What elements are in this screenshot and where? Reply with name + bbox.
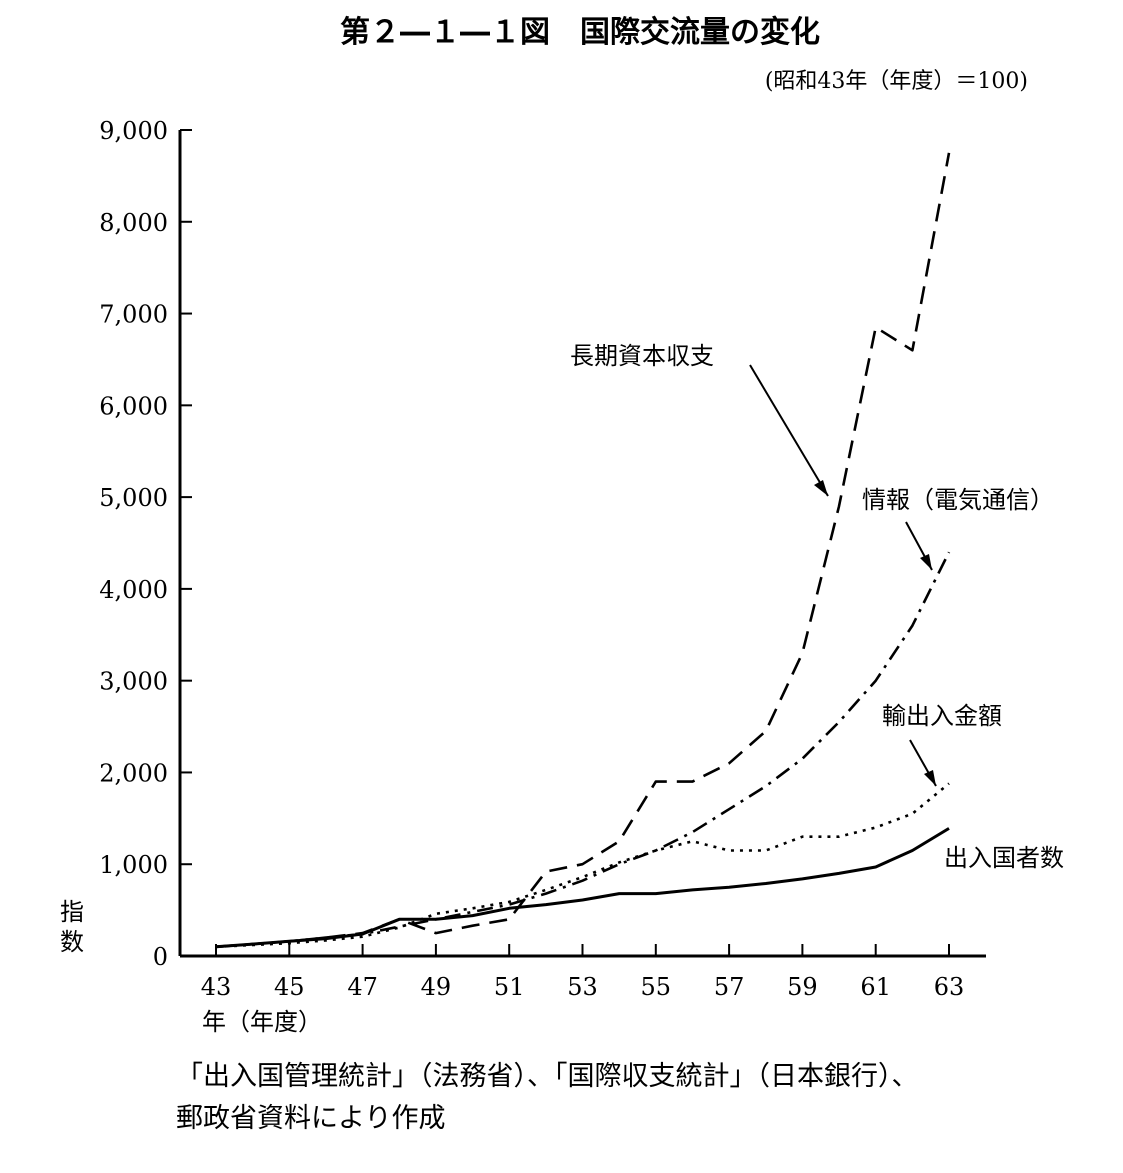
series-label-long-term-capital: 長期資本収支 [570, 342, 714, 370]
x-tick-label: 53 [567, 973, 598, 1001]
y-ticks: 0 1,000 2,000 3,000 4,000 5,000 6,000 7,000 8,00… [99, 117, 192, 971]
x-tick-label: 45 [274, 973, 305, 1001]
y-tick-label: 2,000 [99, 759, 168, 787]
x-tick-label: 57 [714, 973, 745, 1001]
source-line-1: 「出入国管理統計」（法務省）、「国際収支統計」（日本銀行）、 [176, 1061, 919, 1092]
y-tick-label: 8,000 [99, 209, 168, 237]
series-label-telecom: 情報（電気通信） [862, 486, 1054, 514]
y-tick-label: 6,000 [99, 392, 168, 420]
arrow-long-term-capital [749, 364, 829, 497]
x-tick-label: 63 [934, 973, 965, 1001]
x-tick-label: 59 [787, 973, 818, 1001]
x-tick-label: 61 [860, 973, 891, 1001]
x-axis-unit-label: 年（年度） [202, 1008, 322, 1036]
y-tick-label: 5,000 [99, 484, 168, 512]
y-tick-label: 0 [153, 943, 168, 971]
series-label-travelers: 出入国者数 [944, 844, 1064, 872]
chart-subtitle: (昭和43年（年度）＝100) [765, 69, 1028, 94]
x-tick-label: 43 [201, 973, 232, 1001]
x-ticks: 43 45 47 49 51 53 55 57 59 61 63 [201, 944, 965, 1001]
axes [178, 130, 986, 958]
series-label-trade: 輸出入金額 [882, 702, 1002, 730]
arrowhead-telecom [920, 554, 932, 570]
series-line-3 [215, 827, 950, 949]
x-tick-label: 47 [347, 973, 378, 1001]
x-tick-label: 51 [494, 973, 525, 1001]
y-axis-label-char: 数 [60, 928, 84, 956]
y-tick-label: 9,000 [99, 117, 168, 145]
y-axis-label-group: 指数 [60, 898, 84, 956]
chart-title: 第２―１―１図 国際交流量の変化 [340, 15, 820, 50]
source-line-2: 郵政省資料により作成 [176, 1103, 445, 1134]
y-tick-label: 7,000 [99, 301, 168, 329]
x-tick-label: 49 [421, 973, 452, 1001]
x-tick-label: 55 [641, 973, 672, 1001]
y-tick-label: 1,000 [99, 851, 168, 879]
series-lines [215, 152, 951, 949]
y-tick-label: 4,000 [99, 576, 168, 604]
y-tick-label: 3,000 [99, 668, 168, 696]
y-axis-label-char: 指 [60, 898, 84, 926]
series-line-1 [215, 551, 951, 949]
arrowhead-long-term-capital [814, 480, 828, 496]
arrowhead-trade [924, 770, 936, 786]
series-line-0 [215, 152, 951, 949]
